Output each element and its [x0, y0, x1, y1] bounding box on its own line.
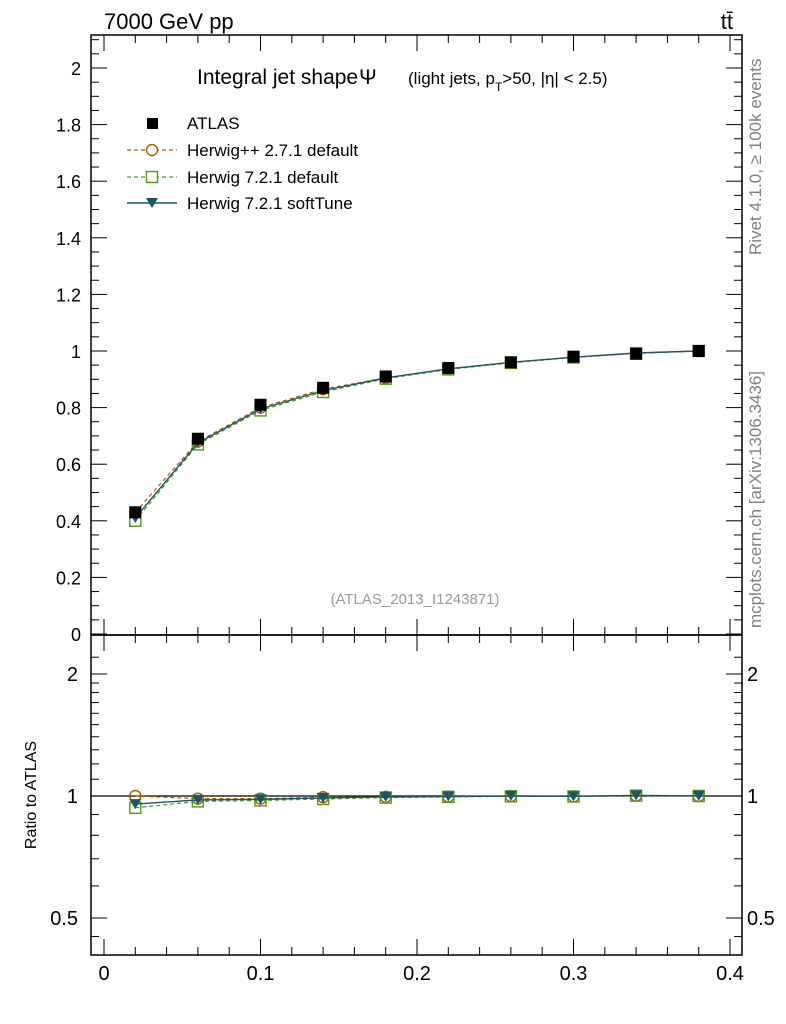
ratio-ytick-label-right: 2 [747, 664, 758, 686]
main-ytick-label: 1 [71, 342, 81, 362]
x-tick-label: 0.4 [716, 963, 744, 985]
point-atlas-5 [442, 361, 455, 374]
main-ytick-label: 0.4 [56, 512, 81, 532]
ratio-point-softtune-7 [567, 791, 580, 802]
ratio-line-softtune [135, 794, 699, 805]
main-ytick-label: 1.4 [56, 229, 81, 249]
point-atlas-0 [129, 506, 142, 519]
main-ytick-label: 0.6 [56, 455, 81, 475]
legend-marker-herwig721 [145, 170, 159, 184]
ratio-point-softtune-5 [442, 791, 455, 802]
x-tick-label: 0.2 [403, 963, 431, 985]
point-atlas-4 [379, 370, 392, 383]
series-herwig721 [129, 344, 705, 527]
main-ytick-label: 0.8 [56, 399, 81, 419]
ratio-point-softtune-2 [254, 794, 267, 805]
ratio-line-herwig721 [135, 795, 699, 809]
main-y-zero-label: 0 [71, 625, 81, 645]
x-tick-label: 0 [98, 963, 109, 985]
legend-marker-herwigpp [145, 143, 159, 157]
ratio-point-softtune-8 [630, 790, 643, 801]
ratio-point-softtune-9 [692, 790, 705, 801]
ratio-ytick-label-right: 0.5 [747, 908, 775, 930]
chart-subtitle-rest: >50, |η| < 2.5) [502, 69, 607, 88]
header-energy-label: 7000 GeV pp [104, 9, 234, 34]
legend: ATLAS Herwig++ 2.7.1 default Herwig 7.2.… [127, 114, 358, 213]
ratio-point-softtune-3 [317, 792, 330, 803]
legend-entry-softtune: Herwig 7.2.1 softTune [127, 194, 353, 213]
point-atlas-7 [567, 350, 580, 363]
point-atlas-6 [504, 356, 517, 369]
header-process-label: tt̄ [721, 9, 733, 34]
main-ytick-label: 2 [71, 59, 81, 79]
ratio-point-softtune-1 [191, 794, 204, 805]
ratio-point-softtune-4 [379, 791, 392, 802]
ratio-ytick-label-left: 1 [67, 786, 78, 808]
point-atlas-3 [317, 381, 330, 394]
ratio-series-herwig721 [129, 789, 705, 815]
chart-title-symbol: Ψ [359, 66, 377, 89]
main-ytick-label: 1.8 [56, 116, 81, 136]
main-panel: 0.2 0.4 0.6 0.8 1 1.2 1.4 1.6 1.8 2 0 Integral je… [56, 34, 743, 645]
legend-entry-herwig721: Herwig 7.2.1 default [127, 168, 338, 187]
main-axis-ticks [91, 35, 742, 635]
main-ytick-label: 1.6 [56, 172, 81, 192]
series-herwigpp [129, 344, 705, 519]
series-atlas [129, 345, 705, 519]
main-y-tick-labels: 0.2 0.4 0.6 0.8 1 1.2 1.4 1.6 1.8 2 [56, 59, 81, 588]
ratio-y-axis-label: Ratio to ATLAS [23, 741, 40, 849]
legend-entry-atlas: ATLAS [147, 114, 240, 133]
legend-label-herwig721: Herwig 7.2.1 default [187, 168, 338, 187]
ratio-ytick-label-right: 1 [747, 786, 758, 808]
legend-label-herwigpp: Herwig++ 2.7.1 default [187, 141, 358, 160]
side-label-rivet: Rivet 4.1.0, ≥ 100k events [746, 59, 765, 255]
legend-marker-atlas [147, 118, 158, 129]
x-tick-labels: 0 0.1 0.2 0.3 0.4 [98, 963, 743, 985]
legend-entry-herwigpp: Herwig++ 2.7.1 default [127, 141, 358, 160]
ratio-series-softtune [129, 790, 705, 810]
point-atlas-8 [630, 347, 643, 360]
chart-title-main: Integral jet shape [197, 66, 358, 89]
ratio-ytick-label-left: 2 [67, 664, 78, 686]
series-line-softtune [134, 350, 699, 519]
point-atlas-1 [191, 432, 204, 445]
legend-label-softtune: Herwig 7.2.1 softTune [187, 194, 353, 213]
main-series-group [129, 344, 705, 527]
ratio-ytick-label-left: 0.5 [50, 908, 78, 930]
ratio-y-tick-labels: 0.5 0.5 1 1 2 2 [50, 664, 775, 930]
legend-label-atlas: ATLAS [187, 114, 240, 133]
ratio-axis-ticks [91, 635, 742, 955]
x-tick-label: 0.3 [560, 963, 588, 985]
chart-subtitle-sub: T [495, 80, 503, 94]
ratio-panel: 0.5 0.5 1 1 2 2 0 0.1 0.2 0.3 0.4 Ratio to ATLAS [23, 634, 775, 985]
chart-subtitle: (light jets, pT>50, |η| < 2.5) [408, 69, 608, 94]
ratio-point-softtune-0 [129, 799, 142, 810]
point-atlas-2 [254, 398, 267, 411]
side-label-mcplots: mcplots.cern.ch [arXiv:1306.3436] [746, 371, 765, 628]
series-line-herwig721 [134, 350, 699, 522]
x-tick-label: 0.1 [247, 963, 275, 985]
main-ytick-label: 1.2 [56, 285, 81, 305]
analysis-watermark: (ATLAS_2013_I1243871) [330, 591, 499, 608]
ratio-point-softtune-6 [504, 791, 517, 801]
point-atlas-9 [692, 345, 705, 357]
main-ytick-label: 0.2 [56, 568, 81, 588]
chart-subtitle-open: (light jets, p [408, 69, 495, 88]
legend-marker-softtune [146, 198, 158, 208]
chart-title: Integral jet shapeΨ [197, 66, 377, 89]
ratio-series-group [129, 789, 705, 815]
